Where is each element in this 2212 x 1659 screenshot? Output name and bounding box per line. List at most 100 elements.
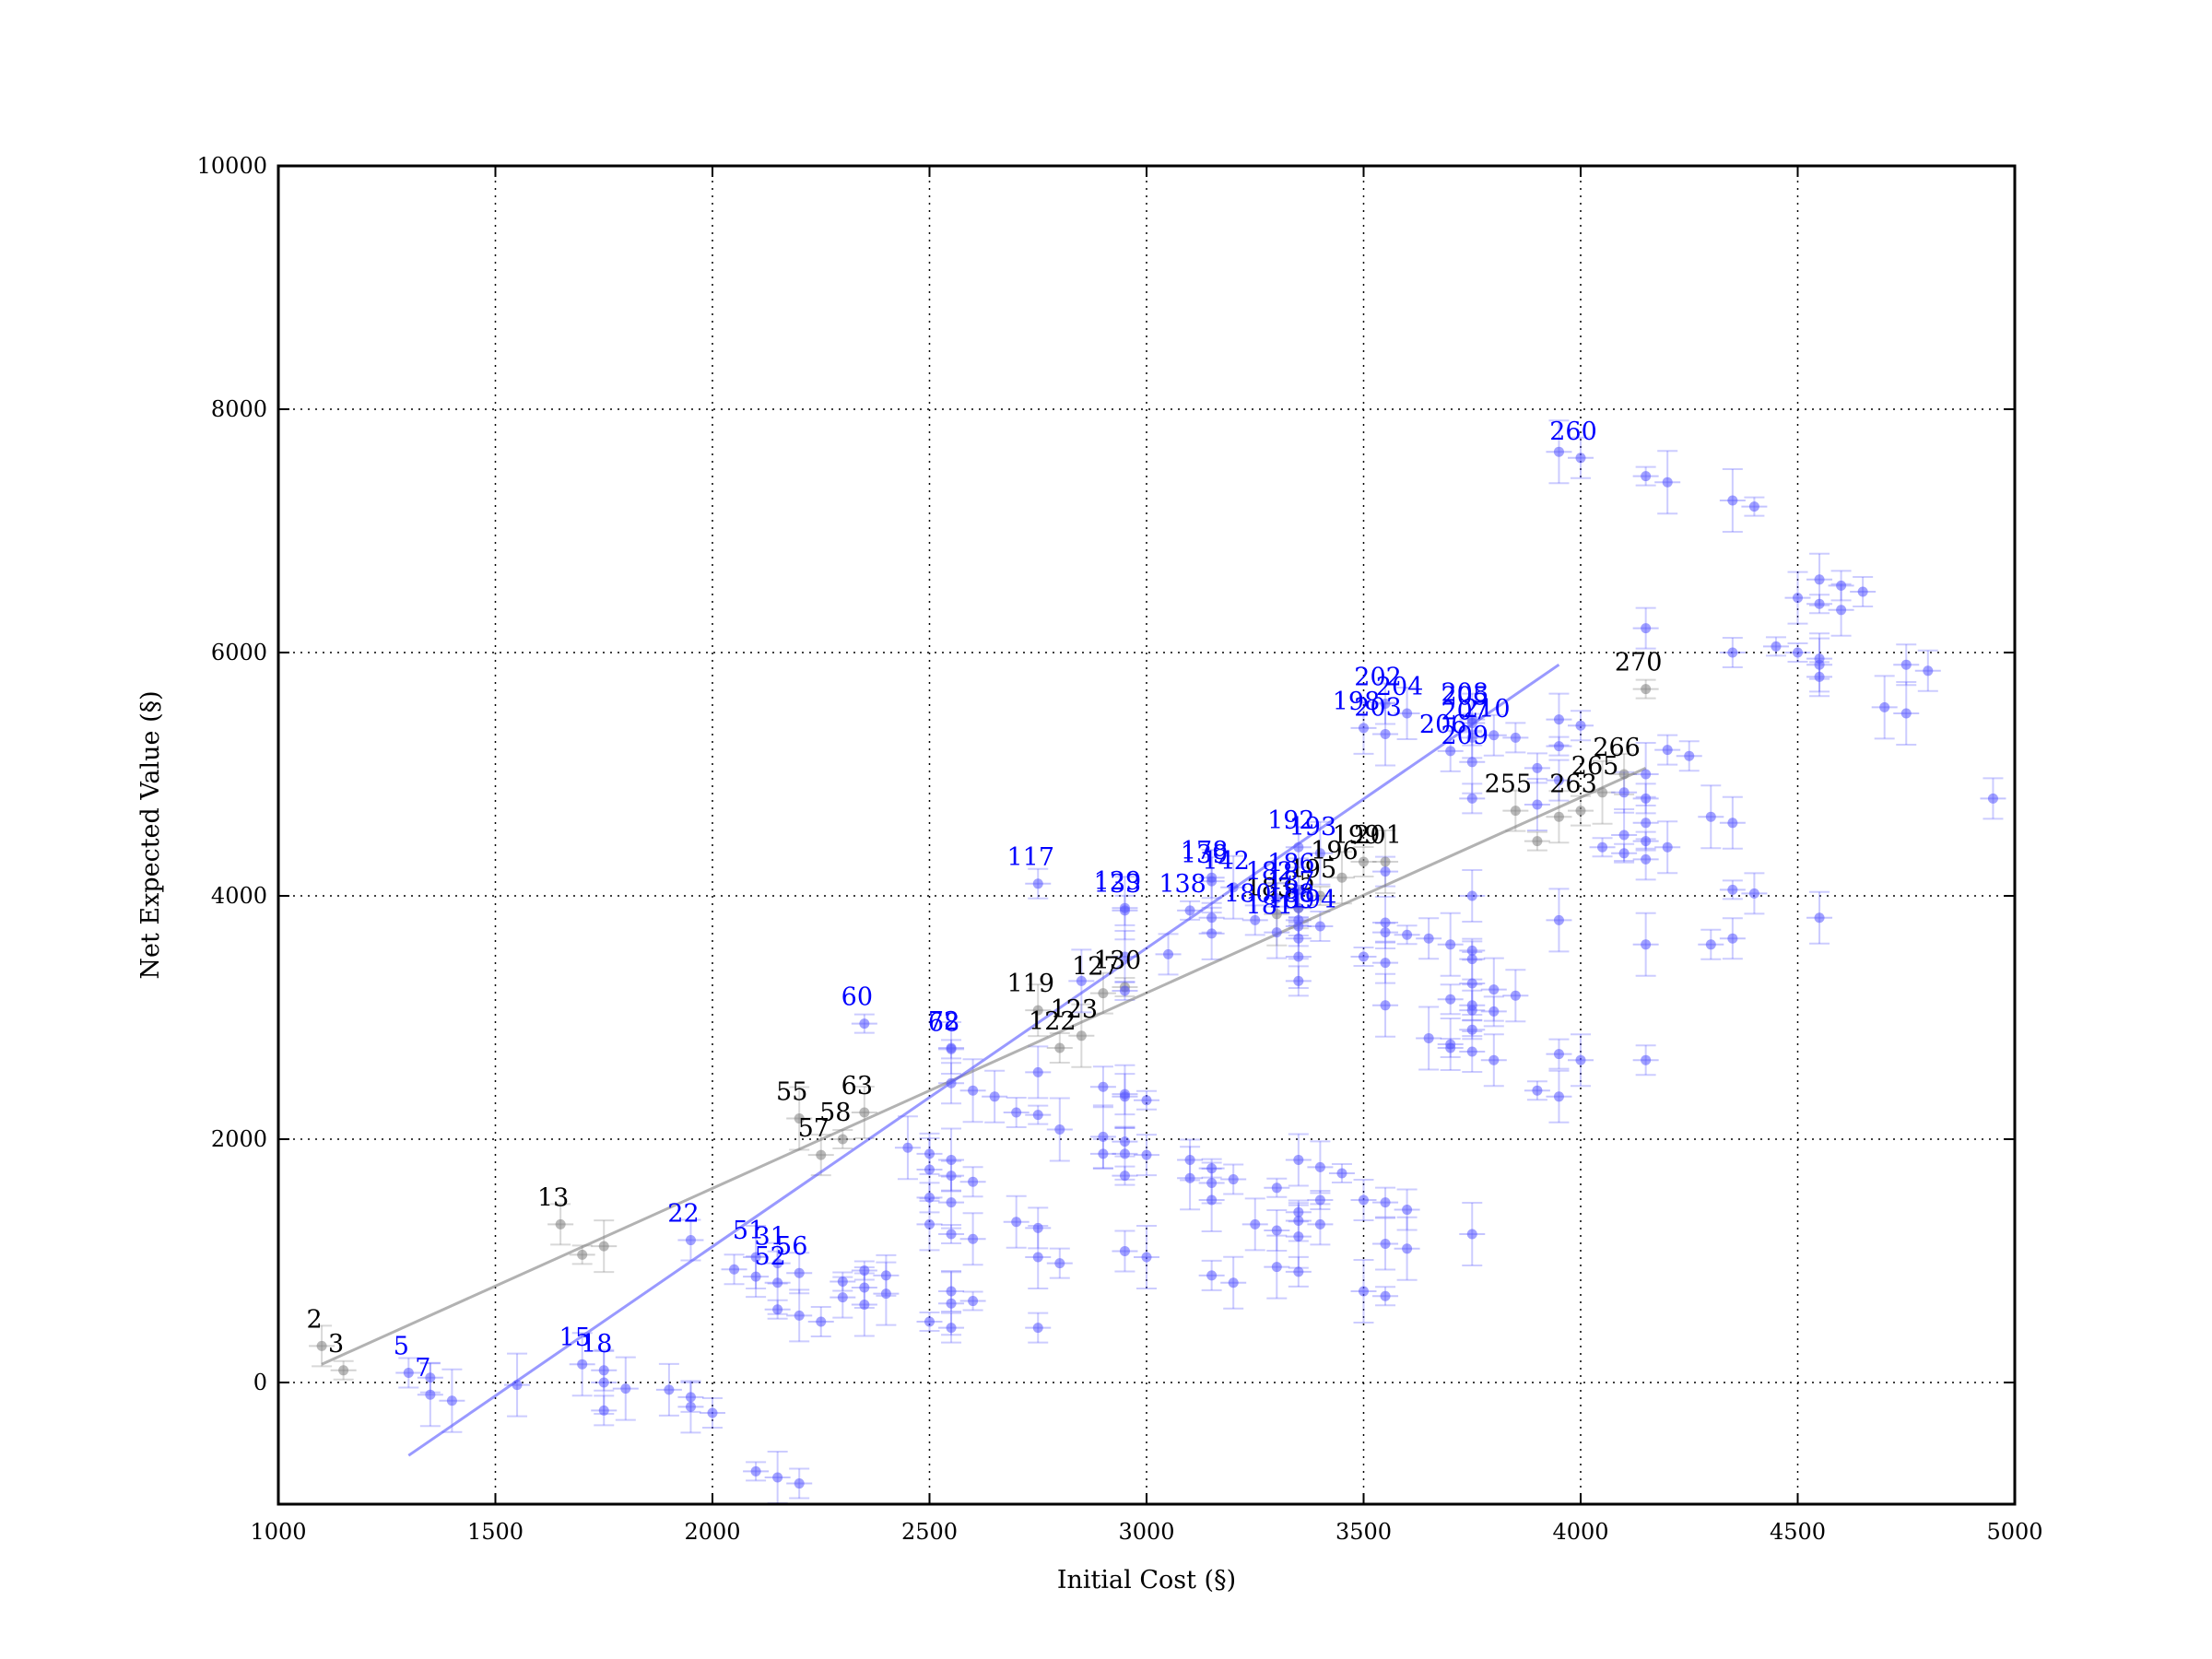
blue-data-point [1705, 811, 1716, 822]
gray-data-point [1271, 909, 1282, 920]
blue-data-point [859, 1265, 870, 1277]
y-tick-label: 2000 [211, 1126, 267, 1152]
point-label-183: 183 [1246, 874, 1294, 902]
blue-data-point [1163, 948, 1174, 959]
blue-data-point [1727, 647, 1738, 658]
point-label-210: 210 [1463, 695, 1511, 724]
blue-data-point [1466, 793, 1477, 804]
blue-data-point [1466, 978, 1477, 989]
point-label-260: 260 [1549, 418, 1597, 446]
blue-data-point [1184, 1154, 1195, 1165]
blue-data-point [859, 1300, 870, 1311]
blue-data-point [577, 1359, 588, 1370]
x-tick-label: 1500 [467, 1519, 524, 1545]
blue-data-point [1684, 750, 1695, 761]
blue-data-point [1445, 994, 1456, 1005]
blue-data-point [946, 1323, 957, 1334]
blue-data-point [1641, 836, 1652, 847]
blue-data-point [902, 1142, 913, 1153]
blue-data-point [1727, 818, 1738, 829]
blue-data-point [924, 1148, 935, 1159]
blue-data-point [1445, 1042, 1456, 1053]
blue-data-point [1553, 1091, 1564, 1102]
blue-data-point [1314, 1218, 1325, 1230]
blue-data-point [1836, 580, 1847, 591]
blue-data-point [1705, 939, 1716, 950]
blue-data-point [1359, 1194, 1369, 1206]
point-label-52: 52 [754, 1242, 785, 1271]
blue-data-point [1727, 933, 1738, 944]
blue-data-point [1032, 1110, 1043, 1121]
gray-data-point [1575, 806, 1586, 817]
blue-data-point [1641, 853, 1652, 865]
gray-data-point [577, 1249, 588, 1260]
blue-data-point [924, 1316, 935, 1327]
blue-data-point [1662, 477, 1673, 488]
blue-data-point [425, 1372, 436, 1383]
blue-data-point [1466, 732, 1477, 743]
gray-data-point [1314, 890, 1325, 901]
point-label-185: 185 [1267, 867, 1315, 896]
blue-data-point [1380, 698, 1391, 709]
blue-data-point [1488, 730, 1500, 741]
x-tick-label: 1000 [250, 1519, 306, 1545]
point-label-5: 5 [394, 1332, 409, 1360]
blue-data-point [794, 1478, 805, 1489]
blue-data-point [1206, 1178, 1218, 1189]
blue-data-point [1380, 958, 1391, 969]
point-label-142: 142 [1202, 847, 1250, 876]
blue-data-point [1618, 830, 1630, 841]
gray-data-point [316, 1340, 327, 1351]
blue-data-point [1119, 1148, 1130, 1159]
blue-data-point [1032, 1323, 1043, 1334]
blue-data-point [1293, 975, 1304, 986]
blue-data-point [1119, 905, 1130, 916]
blue-data-point [1380, 866, 1391, 877]
blue-data-point [1987, 793, 1998, 804]
blue-data-point [1466, 718, 1477, 729]
blue-data-point [1119, 1171, 1130, 1182]
blue-data-point [1119, 1091, 1130, 1102]
point-label-270: 270 [1615, 649, 1663, 677]
blue-data-point [598, 1365, 609, 1376]
blue-data-point [1098, 1131, 1109, 1142]
blue-data-point [837, 1276, 848, 1287]
gray-data-point [1032, 1005, 1043, 1016]
point-label-205: 205 [1441, 683, 1488, 712]
blue-data-point [1293, 921, 1304, 932]
gray-data-point [1618, 769, 1630, 780]
point-label-117: 117 [1006, 843, 1054, 872]
blue-data-point [1380, 1239, 1391, 1250]
blue-data-point [1076, 975, 1087, 986]
blue-data-point [1553, 1049, 1564, 1060]
blue-data-point [1359, 951, 1369, 962]
blue-data-point [1466, 945, 1477, 956]
blue-data-point [1380, 927, 1391, 938]
blue-data-point [1141, 1095, 1152, 1106]
blue-data-point [1771, 641, 1782, 652]
point-label-57: 57 [798, 1114, 830, 1143]
blue-data-point [1271, 893, 1282, 904]
gray-data-point [1597, 787, 1608, 798]
blue-data-point [1748, 888, 1759, 899]
blue-data-point [1641, 818, 1652, 829]
blue-data-point [1402, 1243, 1413, 1254]
gray-data-point [555, 1218, 566, 1230]
blue-data-point [968, 1085, 979, 1096]
blue-data-point [946, 1077, 957, 1088]
point-label-186: 186 [1267, 849, 1315, 877]
point-label-182: 182 [1246, 858, 1294, 887]
blue-data-point [1575, 720, 1586, 731]
gray-data-point [816, 1149, 827, 1160]
point-label-194: 194 [1289, 886, 1337, 914]
fit-lines [321, 663, 1647, 1457]
blue-data-point [859, 1018, 870, 1030]
blue-data-point [1793, 593, 1803, 604]
y-axis-title: Net Expected Value (§) [136, 690, 165, 979]
point-label-18: 18 [581, 1330, 612, 1359]
axis-ticks: 1000 1500 2000 2500 3000 3500 4000 4500 5000 0 200… [197, 153, 2043, 1545]
point-label-60: 60 [841, 983, 873, 1012]
blue-data-point [880, 1270, 891, 1281]
point-label-22: 22 [667, 1200, 699, 1229]
gray-data-point [1098, 988, 1109, 999]
